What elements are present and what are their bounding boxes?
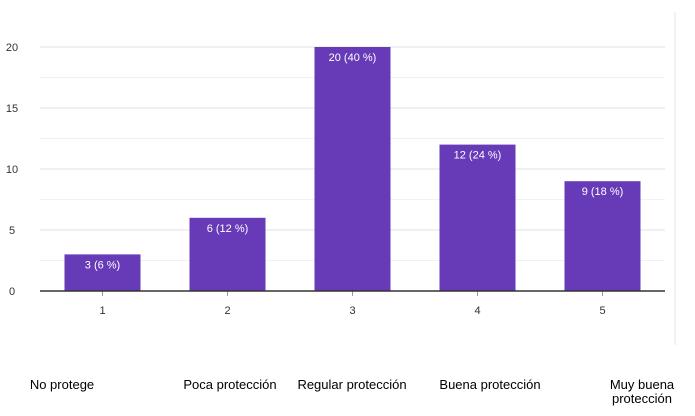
x-tick-label-1: 1 xyxy=(99,305,105,317)
bar-4 xyxy=(439,144,516,291)
data-label-3: 20 (40 %) xyxy=(329,52,377,64)
category-description-3: Regular protección xyxy=(297,377,407,392)
bar-1 xyxy=(64,254,141,291)
category-description-1: No protege xyxy=(29,377,95,392)
x-tick-label-5: 5 xyxy=(599,305,605,317)
category-description-2: Poca protección xyxy=(183,377,277,392)
y-tick-label-20: 20 xyxy=(6,42,18,54)
x-tick-label-3: 3 xyxy=(349,305,355,317)
bar-3 xyxy=(314,47,391,291)
data-label-1: 3 (6 %) xyxy=(85,259,120,271)
y-tick-label-10: 10 xyxy=(6,164,18,176)
data-label-2: 6 (12 %) xyxy=(207,223,249,235)
data-label-4: 12 (24 %) xyxy=(454,150,502,162)
x-tick-label-4: 4 xyxy=(474,305,480,317)
y-tick-label-15: 15 xyxy=(6,103,18,115)
y-tick-label-5: 5 xyxy=(9,225,15,237)
x-tick-label-2: 2 xyxy=(224,305,230,317)
bar-5 xyxy=(564,181,641,291)
category-description-4: Buena protección xyxy=(439,377,541,392)
data-label-5: 9 (18 %) xyxy=(582,186,624,198)
bar-2 xyxy=(189,217,266,291)
y-tick-label-0: 0 xyxy=(9,286,15,298)
category-description-5: Muy buena protección xyxy=(609,377,675,406)
